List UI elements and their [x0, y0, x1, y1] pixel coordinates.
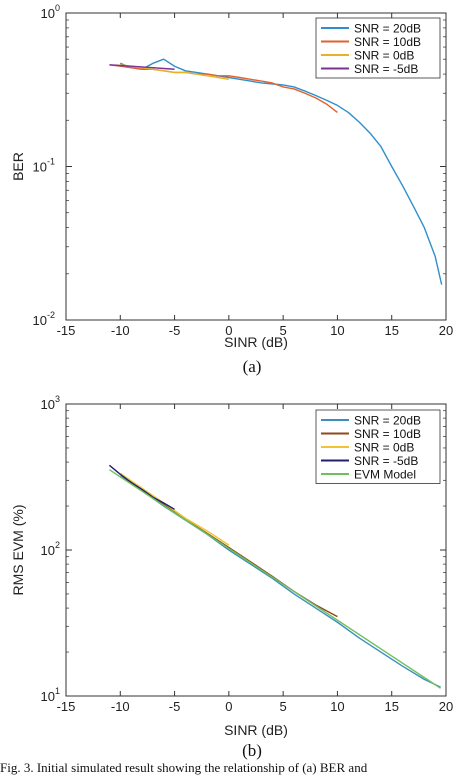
x-tick-label: 20 [439, 323, 453, 338]
x-tick-label: -15 [57, 323, 76, 338]
series-line-2 [109, 64, 338, 113]
x-tick-label: -10 [111, 323, 130, 338]
x-tick-label: 10 [330, 699, 344, 714]
x-tick-label: 20 [439, 699, 453, 714]
panel-sublabel: (b) [242, 741, 262, 760]
legend-entry: SNR = 20dB [354, 414, 421, 428]
x-tick-label: 5 [280, 699, 287, 714]
legend-entry: SNR = -5dB [354, 62, 418, 76]
legend-entry: SNR = 10dB [354, 35, 421, 49]
x-axis-label: SINR (dB) [224, 722, 288, 738]
legend-entry: SNR = 0dB [354, 49, 414, 63]
y-tick-label: 103 [41, 394, 60, 412]
x-tick-label: -5 [169, 699, 181, 714]
series-line-4 [108, 464, 175, 510]
legend-entry: SNR = -5dB [354, 454, 418, 468]
series-line-3 [119, 472, 230, 546]
series-line-4 [109, 64, 175, 70]
legend-entry: SNR = 20dB [354, 22, 421, 36]
y-axis-label: BER [10, 152, 26, 181]
x-tick-label: -15 [57, 699, 76, 714]
y-tick-label: 100 [41, 3, 60, 21]
y-tick-label: 10-1 [33, 157, 55, 175]
chart-panel-a: -15 -10 -5 0 5 10 15 20 100 10-1 10-2 SINR (dB) BER (… [10, 3, 453, 376]
x-axis-label: SINR (dB) [224, 334, 288, 350]
series-line-1 [120, 58, 443, 285]
x-tick-label: 10 [330, 323, 344, 338]
figure-caption: Fig. 3. Initial simulated result showing… [0, 760, 368, 775]
x-tick-label: -10 [111, 699, 130, 714]
x-tick-label: 15 [384, 323, 398, 338]
legend-entry: SNR = 0dB [354, 441, 414, 455]
x-tick-label: 5 [280, 323, 287, 338]
y-tick-label: 10-2 [33, 310, 55, 328]
panel-sublabel: (a) [243, 357, 262, 376]
legend-entry: EVM Model [354, 468, 416, 482]
x-tick-label: 0 [225, 323, 232, 338]
legend-entry: SNR = 10dB [354, 427, 421, 441]
y-tick-label: 102 [41, 540, 60, 558]
x-tick-label: -5 [169, 323, 181, 338]
x-tick-label: 15 [384, 699, 398, 714]
x-tick-label: 0 [225, 699, 232, 714]
y-axis-label: RMS EVM (%) [10, 505, 26, 596]
series-line-5 [109, 469, 441, 689]
